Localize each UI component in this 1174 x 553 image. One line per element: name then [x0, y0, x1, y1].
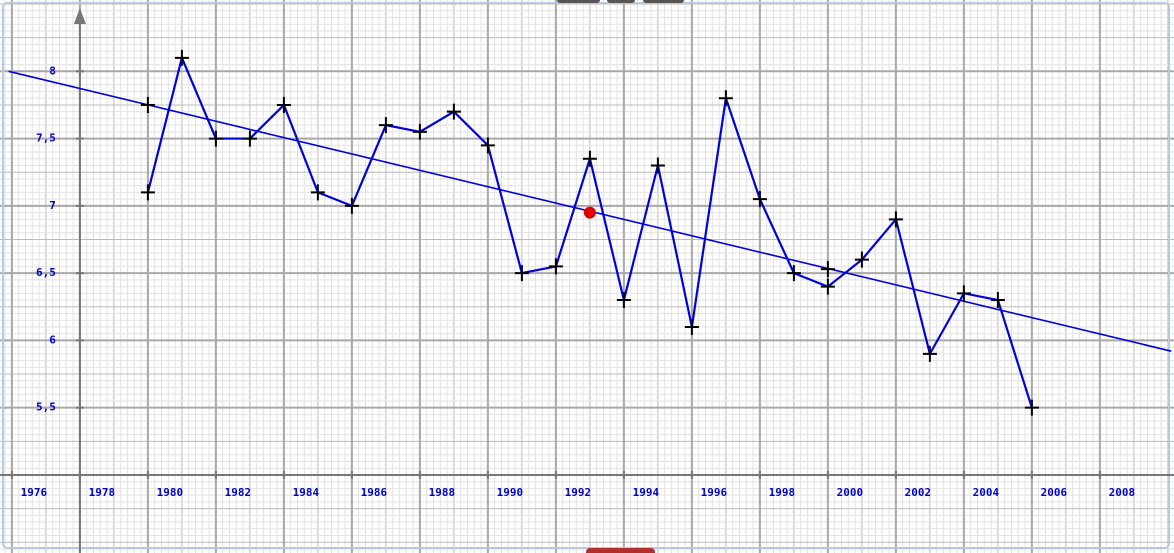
point-cross [820, 278, 835, 295]
point-cross [412, 123, 427, 140]
point-cross [922, 345, 937, 362]
toolbar-button[interactable] [607, 0, 635, 3]
point-cross [990, 292, 1005, 309]
x-tick-label: 2008 [1109, 486, 1136, 499]
y-tick-label: 6 [49, 333, 56, 346]
point-cross [174, 49, 189, 66]
point-cross [1024, 399, 1039, 416]
point-cross [752, 191, 767, 208]
x-tick-label: 1980 [157, 486, 184, 499]
x-tick-label: 1982 [225, 486, 252, 499]
point-cross [140, 96, 155, 113]
point-cross [854, 251, 869, 268]
point-cross [888, 211, 903, 228]
point-cross [310, 184, 325, 201]
y-axis-arrow [73, 8, 86, 24]
x-tick-label: 1978 [89, 486, 116, 499]
point-cross [480, 137, 495, 154]
x-tick-label: 1994 [633, 486, 660, 499]
point-cross [446, 103, 461, 120]
point-cross [140, 184, 155, 201]
point-cross [956, 285, 971, 302]
point-cross [582, 150, 597, 167]
point-cross [548, 258, 563, 275]
point-cross [344, 197, 359, 214]
toolbar-button[interactable] [557, 0, 600, 3]
point-cross [616, 292, 631, 309]
highlight-point [583, 206, 596, 219]
x-tick-label: 1990 [497, 486, 524, 499]
x-tick-label: 2000 [837, 486, 864, 499]
x-tick-label: 1996 [701, 486, 728, 499]
point-cross [786, 265, 801, 282]
y-tick-label: 8 [49, 64, 56, 77]
y-tick-label: 7 [49, 199, 56, 212]
point-cross [208, 130, 223, 147]
toolbar-button[interactable] [586, 548, 655, 553]
x-tick-label: 2004 [973, 486, 1000, 499]
x-tick-label: 2002 [905, 486, 932, 499]
x-tick-label: 1984 [293, 486, 320, 499]
toolbar-button[interactable] [643, 0, 684, 3]
y-tick-label: 5,5 [36, 401, 56, 414]
y-tick-label: 7,5 [36, 132, 56, 145]
point-cross [718, 90, 733, 107]
x-tick-label: 1986 [361, 486, 388, 499]
x-tick-label: 1976 [21, 486, 48, 499]
x-tick-label: 1992 [565, 486, 592, 499]
point-cross [514, 265, 529, 282]
x-tick-label: 1988 [429, 486, 456, 499]
point-cross [276, 96, 291, 113]
y-tick-label: 6,5 [36, 266, 56, 279]
point-cross [820, 261, 835, 278]
point-cross [650, 157, 665, 174]
x-tick-label: 1998 [769, 486, 796, 499]
point-cross [242, 130, 257, 147]
point-cross [378, 117, 393, 134]
x-tick-label: 2006 [1041, 486, 1068, 499]
point-cross [684, 318, 699, 335]
